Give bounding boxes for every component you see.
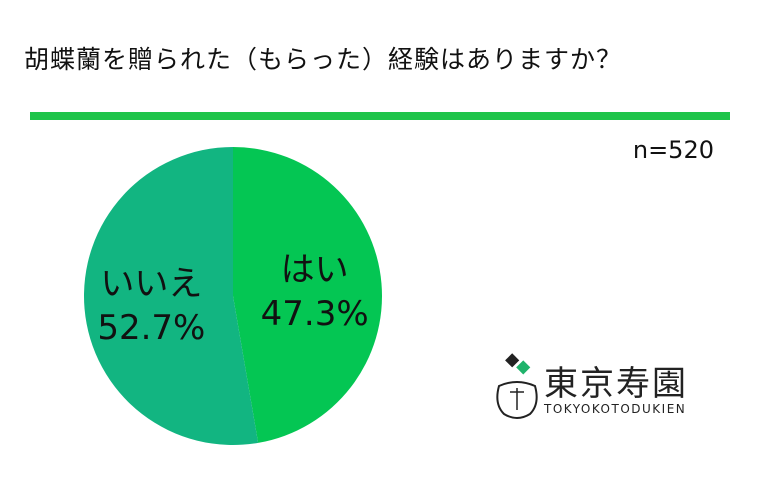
- company-logo: 東京寿園 TOKYOKOTODUKIEN: [490, 352, 730, 428]
- pie-slice-no: [84, 147, 259, 445]
- sample-size: n=520: [632, 136, 714, 164]
- slice-label-no: いいえ: [100, 264, 202, 304]
- slice-value-no: 52.7%: [97, 308, 205, 348]
- title-underline: [30, 112, 730, 120]
- logo-icon: [496, 353, 538, 419]
- slice-label-yes: はい: [281, 250, 349, 290]
- slice-value-yes: 47.3%: [261, 294, 369, 334]
- logo-name: 東京寿園: [544, 364, 688, 404]
- chart-title: 胡蝶蘭を贈られた（もらった）経験はありますか？: [24, 45, 623, 74]
- logo-romanized: TOKYOKOTODUKIEN: [544, 402, 687, 416]
- pie-slice-yes: [233, 147, 383, 443]
